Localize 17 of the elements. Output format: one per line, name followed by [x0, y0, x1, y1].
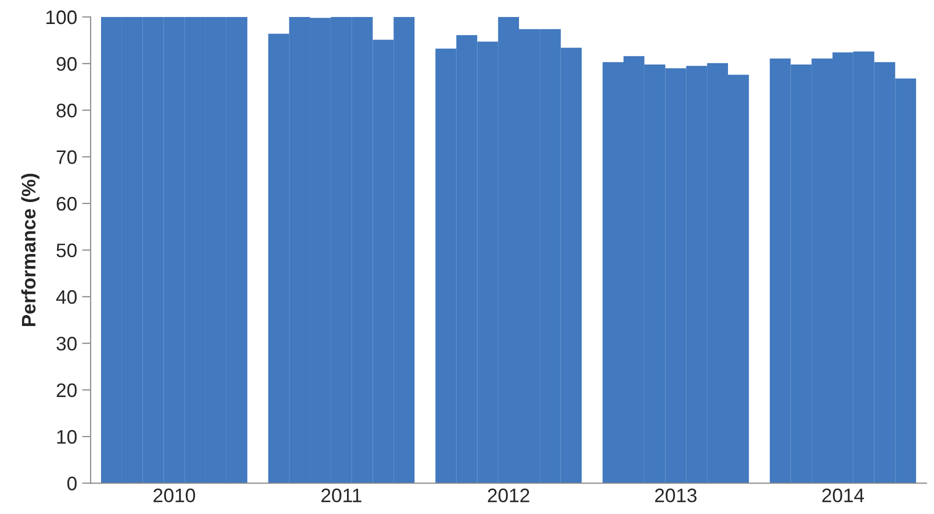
y-tick-label: 80 — [56, 104, 77, 118]
y-tick-label: 100 — [46, 10, 77, 24]
x-tick-label: 2010 — [154, 488, 196, 502]
y-axis-title: Performance (%) — [21, 174, 40, 326]
x-tick-label: 2013 — [655, 488, 697, 502]
x-tick-label: 2012 — [488, 488, 530, 502]
y-tick-label: 40 — [56, 290, 77, 304]
y-tick-label: 0 — [67, 476, 77, 490]
y-tick-label: 90 — [56, 57, 77, 71]
y-tick-label: 20 — [56, 383, 77, 398]
y-tick-label: 70 — [56, 150, 77, 164]
y-tick-label: 30 — [56, 336, 77, 351]
y-tick-label: 50 — [56, 244, 77, 258]
x-tick-label: 2014 — [822, 488, 864, 502]
y-tick-label: 60 — [56, 196, 77, 211]
x-tick-label: 2011 — [321, 488, 362, 502]
y-tick-label: 10 — [57, 430, 77, 444]
